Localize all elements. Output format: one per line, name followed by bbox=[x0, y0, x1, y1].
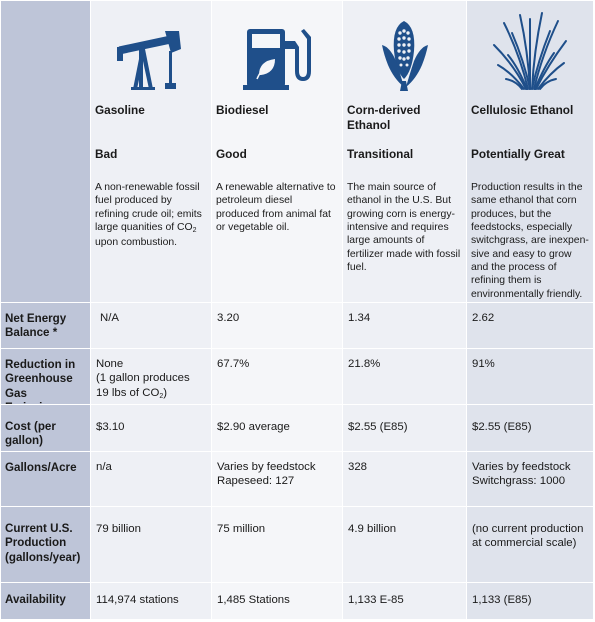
row-label-gallons-acre: Gallons/Acre bbox=[1, 452, 91, 507]
fuel-rating: Good bbox=[216, 147, 247, 161]
fuel-rating: Potentially Great bbox=[471, 147, 565, 161]
corner-cell bbox=[1, 1, 91, 303]
column-header-biodiesel: Biodiesel Good A renewable alternative t… bbox=[212, 1, 343, 303]
availability-corn: 1,133 E-85 bbox=[343, 583, 467, 620]
net-energy-corn: 1.34 bbox=[343, 303, 467, 349]
fuel-description: A renewable alternative to petroleum die… bbox=[216, 182, 336, 233]
fuel-name: Biodiesel bbox=[216, 103, 269, 117]
row-label-availability: Availability bbox=[1, 583, 91, 620]
production-cellulosic: (no current production at commercial sca… bbox=[467, 507, 594, 583]
row-label-cost: Cost (per gallon) bbox=[1, 405, 91, 452]
fuel-name: Cellulosic Ethanol bbox=[471, 103, 574, 117]
gallons-acre-corn: 328 bbox=[343, 452, 467, 507]
biodiesel-pump-icon bbox=[243, 29, 311, 90]
oil-pump-icon bbox=[117, 31, 181, 90]
row-label-production: Current U.S. Production (gallons/year) bbox=[1, 507, 91, 583]
greenhouse-cellulosic: 91% bbox=[467, 349, 594, 405]
cost-cellulosic: $2.55 (E85) bbox=[467, 405, 594, 452]
production-gasoline: 79 billion bbox=[91, 507, 212, 583]
column-header-cellulosic-ethanol: Cellulosic Ethanol Potentially Great Pro… bbox=[467, 1, 594, 303]
row-label-net-energy: Net Energy Balance * bbox=[1, 303, 91, 349]
production-corn: 4.9 billion bbox=[343, 507, 467, 583]
column-header-corn-ethanol: Corn-derived Ethanol Transitional The ma… bbox=[343, 1, 467, 303]
availability-biodiesel: 1,485 Stations bbox=[212, 583, 343, 620]
fuel-rating: Bad bbox=[95, 147, 118, 161]
availability-gasoline: 114,974 stations bbox=[91, 583, 212, 620]
net-energy-gasoline: N/A bbox=[91, 303, 212, 349]
fuel-description: A non-renewable fossil fuel produced by … bbox=[95, 182, 202, 248]
corn-icon bbox=[381, 21, 428, 91]
net-energy-biodiesel: 3.20 bbox=[212, 303, 343, 349]
fuel-name: Corn-derived Ethanol bbox=[347, 103, 421, 133]
gallons-acre-gasoline: n/a bbox=[91, 452, 212, 507]
column-header-gasoline: Gasoline Bad A non-renewable fossil fuel… bbox=[91, 1, 212, 303]
gallons-acre-cellulosic: Varies by feedstock Switchgrass: 1000 bbox=[467, 452, 594, 507]
cost-biodiesel: $2.90 average bbox=[212, 405, 343, 452]
net-energy-cellulosic: 2.62 bbox=[467, 303, 594, 349]
gallons-acre-biodiesel: Varies by feedstock Rapeseed: 127 bbox=[212, 452, 343, 507]
row-label-greenhouse: Reduction in Greenhouse Gas Emissions bbox=[1, 349, 91, 405]
cost-gasoline: $3.10 bbox=[91, 405, 212, 452]
fuel-name: Gasoline bbox=[95, 103, 145, 117]
availability-cellulosic: 1,133 (E85) bbox=[467, 583, 594, 620]
fuel-rating: Transitional bbox=[347, 147, 414, 161]
greenhouse-gasoline: None (1 gallon produces 19 lbs of CO2) bbox=[91, 349, 212, 405]
fuel-description: The main source of ethanol in the U.S. B… bbox=[347, 182, 461, 273]
fuel-description: Production results in the same ethanol t… bbox=[471, 182, 589, 300]
switchgrass-icon bbox=[493, 12, 567, 90]
production-biodiesel: 75 million bbox=[212, 507, 343, 583]
cost-corn: $2.55 (E85) bbox=[343, 405, 467, 452]
greenhouse-biodiesel: 67.7% bbox=[212, 349, 343, 405]
greenhouse-corn: 21.8% bbox=[343, 349, 467, 405]
